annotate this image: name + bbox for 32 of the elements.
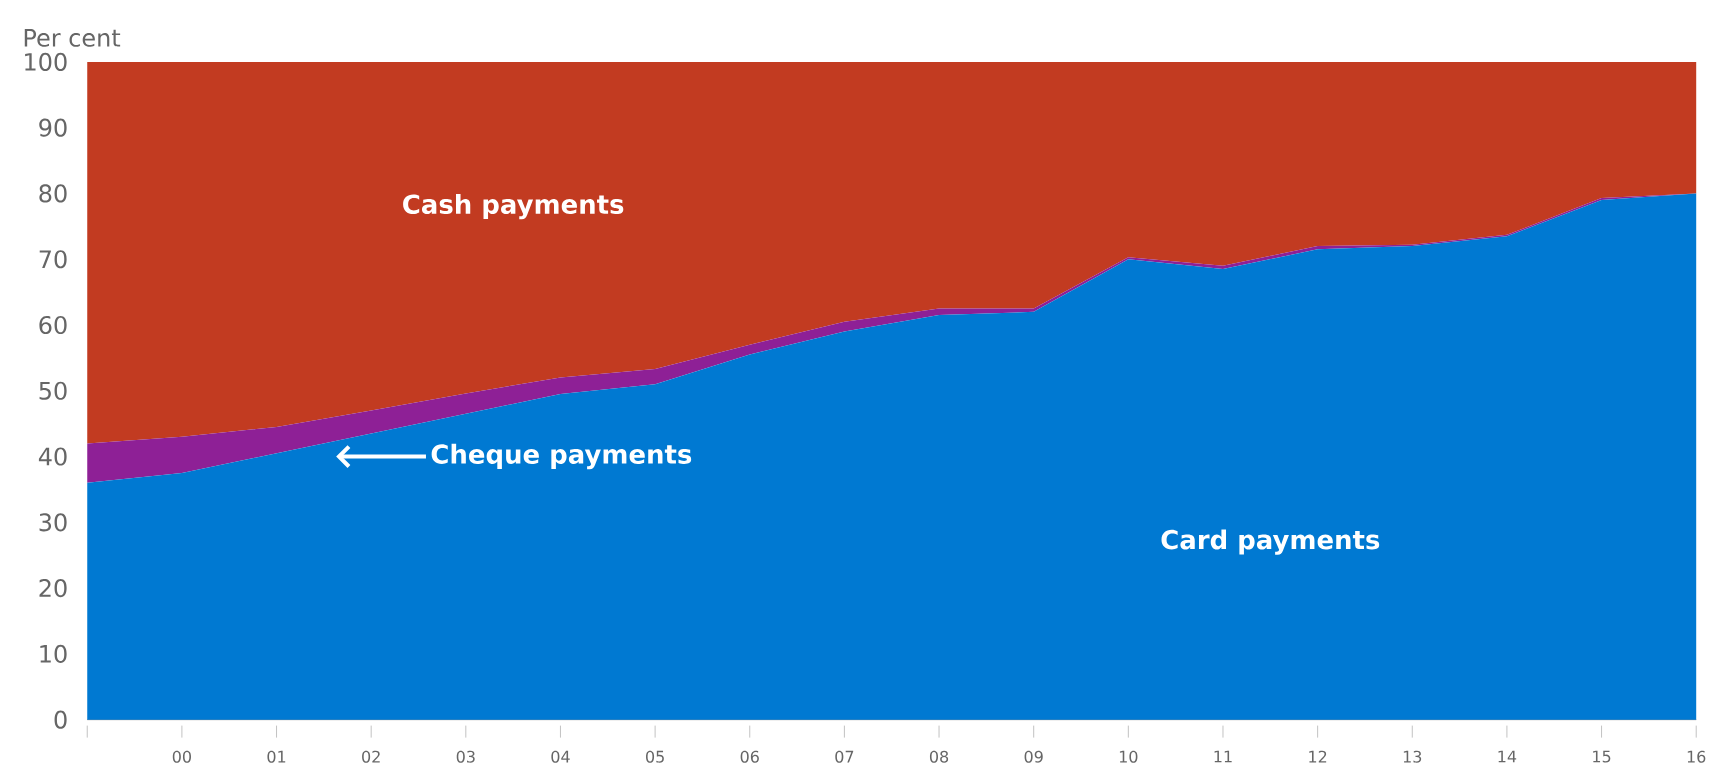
x-tick-label: 04 — [551, 750, 570, 763]
series-label: Cheque payments — [431, 443, 692, 470]
y-tick-label: 0 — [54, 710, 67, 729]
x-tick-label: 11 — [1214, 750, 1232, 763]
series-label: Cash payments — [403, 193, 624, 220]
x-tick-label: 13 — [1403, 750, 1422, 763]
x-tick-label: 05 — [646, 750, 664, 763]
x-tick-label: 07 — [835, 750, 854, 763]
x-tick-label: 14 — [1498, 750, 1517, 763]
x-tick-label: 01 — [267, 750, 286, 763]
y-tick-label: 10 — [40, 644, 67, 663]
x-tick-label: 10 — [1119, 750, 1138, 763]
y-tick-label: 80 — [39, 184, 67, 203]
x-tick-label: 16 — [1687, 750, 1706, 763]
y-tick-label: 30 — [39, 513, 67, 532]
y-tick-label: 60 — [39, 315, 67, 334]
y-tick-label: 50 — [39, 381, 67, 400]
x-tick-label: 06 — [740, 750, 759, 763]
x-tick-label: 03 — [456, 750, 475, 763]
x-tick-label: 00 — [172, 750, 191, 763]
y-axis-title: Per cent — [24, 28, 121, 47]
y-tick-label: 100 — [25, 52, 67, 71]
y-tick-label: 70 — [39, 249, 67, 269]
series-label: Card payments — [1161, 529, 1380, 555]
x-tick-label: 02 — [362, 750, 380, 763]
y-tick-label: 20 — [39, 578, 67, 597]
x-tick-label: 09 — [1024, 750, 1043, 763]
x-tick-label: 15 — [1593, 750, 1611, 763]
x-tick-label: 08 — [929, 750, 949, 763]
x-tick-label: 12 — [1309, 750, 1327, 763]
y-tick-label: 40 — [38, 447, 67, 466]
y-tick-label: 90 — [39, 118, 67, 137]
